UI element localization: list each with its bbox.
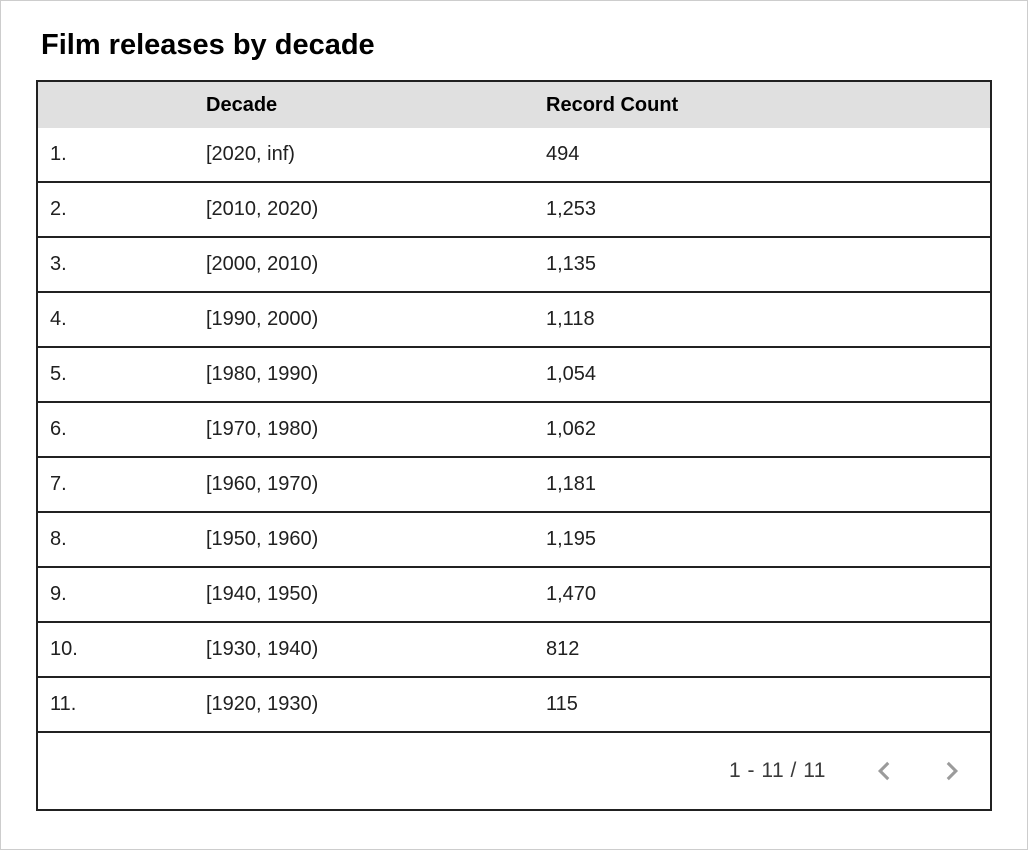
film-releases-table: Decade Record Count 1. [2020, inf) 494 2… [38, 82, 990, 733]
prev-page-button[interactable] [870, 756, 900, 786]
record-count-cell: 1,195 [534, 512, 990, 568]
record-count-cell: 494 [534, 128, 990, 183]
decade-cell: [1920, 1930) [194, 677, 534, 733]
table-body: 1. [2020, inf) 494 2. [2010, 2020) 1,253… [38, 128, 990, 733]
column-header-index[interactable] [38, 82, 194, 128]
table-footer: 1 - 11 / 11 [38, 733, 990, 809]
decade-cell: [2000, 2010) [194, 237, 534, 293]
row-index-cell: 1. [38, 128, 194, 183]
table-row: 2. [2010, 2020) 1,253 [38, 182, 990, 238]
table-row: 10. [1930, 1940) 812 [38, 622, 990, 678]
record-count-cell: 115 [534, 677, 990, 733]
report-title: Film releases by decade [41, 29, 375, 61]
decade-cell: [1950, 1960) [194, 512, 534, 568]
decade-cell: [1990, 2000) [194, 292, 534, 348]
chevron-left-icon [877, 761, 890, 781]
row-index-cell: 10. [38, 622, 194, 678]
decade-cell: [1960, 1970) [194, 457, 534, 513]
row-index-cell: 3. [38, 237, 194, 293]
decade-cell: [1930, 1940) [194, 622, 534, 678]
table-row: 11. [1920, 1930) 115 [38, 677, 990, 733]
chevron-right-icon [946, 761, 959, 781]
record-count-cell: 1,062 [534, 402, 990, 458]
decade-cell: [1970, 1980) [194, 402, 534, 458]
decade-cell: [1980, 1990) [194, 347, 534, 403]
record-count-cell: 1,054 [534, 347, 990, 403]
table-row: 5. [1980, 1990) 1,054 [38, 347, 990, 403]
row-index-cell: 6. [38, 402, 194, 458]
row-index-cell: 2. [38, 182, 194, 238]
table-header-row: Decade Record Count [38, 82, 990, 128]
row-index-cell: 5. [38, 347, 194, 403]
row-index-cell: 9. [38, 567, 194, 623]
column-header-decade[interactable]: Decade [194, 82, 534, 128]
row-index-cell: 7. [38, 457, 194, 513]
record-count-cell: 812 [534, 622, 990, 678]
column-header-record-count[interactable]: Record Count [534, 82, 990, 128]
next-page-button[interactable] [936, 756, 966, 786]
data-table: Decade Record Count 1. [2020, inf) 494 2… [36, 80, 992, 811]
table-row: 3. [2000, 2010) 1,135 [38, 237, 990, 293]
table-row: 1. [2020, inf) 494 [38, 128, 990, 183]
table-row: 9. [1940, 1950) 1,470 [38, 567, 990, 623]
decade-cell: [1940, 1950) [194, 567, 534, 623]
row-index-cell: 8. [38, 512, 194, 568]
record-count-cell: 1,118 [534, 292, 990, 348]
table-row: 4. [1990, 2000) 1,118 [38, 292, 990, 348]
decade-cell: [2020, inf) [194, 128, 534, 183]
pagination-range-label: 1 - 11 / 11 [729, 759, 826, 782]
table-row: 6. [1970, 1980) 1,062 [38, 402, 990, 458]
record-count-cell: 1,181 [534, 457, 990, 513]
row-index-cell: 11. [38, 677, 194, 733]
record-count-cell: 1,135 [534, 237, 990, 293]
table-row: 8. [1950, 1960) 1,195 [38, 512, 990, 568]
row-index-cell: 4. [38, 292, 194, 348]
table-row: 7. [1960, 1970) 1,181 [38, 457, 990, 513]
decade-cell: [2010, 2020) [194, 182, 534, 238]
record-count-cell: 1,470 [534, 567, 990, 623]
record-count-cell: 1,253 [534, 182, 990, 238]
